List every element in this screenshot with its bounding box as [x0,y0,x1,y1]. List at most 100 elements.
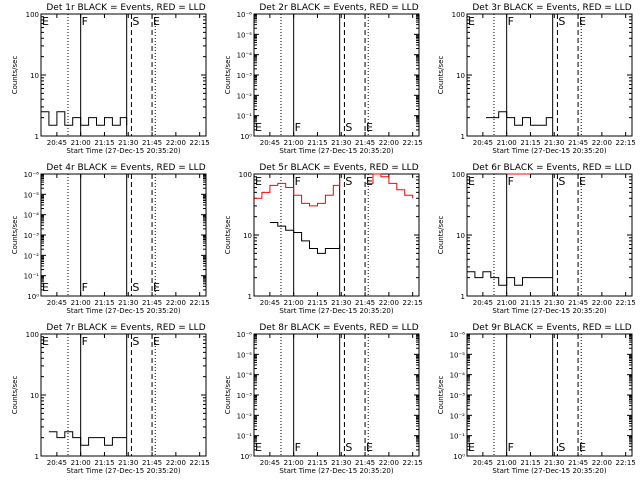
x-tick-label: 20:45 [473,139,493,147]
x-tick-label: 21:15 [94,299,114,307]
marker-label: F [508,175,514,188]
y-tick-label: 10 [243,232,252,240]
x-tick-label: 21:00 [497,299,517,307]
chart-svg: Det 4r BLACK = Events, RED = LLD 10⁰ 10⁻¹ 1… [11,163,210,315]
y-axis-label: Counts/sec [11,56,19,95]
y-tick-label: 10⁻⁶ [237,11,253,19]
chart-svg: Det 8r BLACK = Events, RED = LLD 10⁰ 10⁻¹ 1… [224,323,423,475]
y-axis-label: Counts/sec [224,216,232,255]
chart-panel-1: Det 1r BLACK = Events, RED = LLD 1 10 100 20… [0,0,213,160]
x-tick-label: 21:45 [355,459,375,467]
chart-svg: Det 5r BLACK = Events, RED = LLD 1 10 100 20… [224,163,423,315]
x-axis-label: Start Time (27-Dec-15 20:35:20) [66,467,180,475]
marker-label: E [153,335,160,348]
x-tick-label: 20:45 [473,299,493,307]
marker-label: S [132,281,139,294]
x-tick-label: 22:00 [166,139,186,147]
y-tick-label: 10⁻¹ [450,433,466,441]
x-tick-label: 21:30 [331,139,351,147]
x-tick-label: 21:30 [118,459,138,467]
y-tick-label: 10⁰ [240,133,252,141]
x-tick-label: 21:00 [497,139,517,147]
chart-title: Det 8r BLACK = Events, RED = LLD [259,323,418,333]
plot-frame [466,333,633,457]
chart-panel-2: Det 2r BLACK = Events, RED = LLD 10⁰ 10⁻¹ 1… [213,0,426,160]
y-tick-label: 10⁻⁵ [237,31,253,39]
x-tick-label: 21:00 [284,299,304,307]
y-axis-label: Counts/sec [437,376,445,415]
chart-panel-5: Det 5r BLACK = Events, RED = LLD 1 10 100 20… [213,160,426,320]
x-tick-label: 21:30 [331,459,351,467]
x-tick-label: 22:00 [379,459,399,467]
x-tick-label: 21:30 [118,139,138,147]
x-axis-label: Start Time (27-Dec-15 20:35:20) [66,307,180,315]
marker-label: E [153,15,160,28]
x-tick-label: 21:30 [544,459,564,467]
y-tick-label: 10 [30,392,39,400]
marker-label: E [42,15,49,28]
x-tick-label: 21:15 [520,299,540,307]
plot-frame [40,173,207,297]
y-tick-label: 1 [35,453,39,461]
y-tick-label: 10⁻³ [237,392,253,400]
marker-label: E [42,335,49,348]
plot-frame [253,333,420,457]
x-tick-label: 21:15 [94,139,114,147]
plot-frame [253,173,420,297]
marker-label: F [82,335,88,348]
x-tick-label: 22:00 [592,459,612,467]
x-tick-label: 22:00 [379,139,399,147]
x-tick-label: 21:45 [142,459,162,467]
y-tick-label: 1 [35,133,39,141]
y-tick-label: 10⁻⁴ [237,372,253,380]
chart-title: Det 2r BLACK = Events, RED = LLD [259,3,418,13]
x-tick-label: 21:00 [284,139,304,147]
x-axis-label: Start Time (27-Dec-15 20:35:20) [279,467,393,475]
y-tick-label: 10⁰ [27,293,39,301]
marker-label: S [558,441,565,454]
plot-frame [253,13,420,137]
y-tick-label: 10⁻⁶ [450,331,466,339]
chart-panel-9: Det 9r BLACK = Events, RED = LLD 10⁰ 10⁻¹ 1… [426,320,639,480]
x-tick-label: 22:00 [592,139,612,147]
x-tick-label: 21:45 [568,299,588,307]
series-line [41,111,128,126]
chart-svg: Det 9r BLACK = Events, RED = LLD 10⁰ 10⁻¹ 1… [437,323,636,475]
y-tick-label: 10⁻² [237,92,253,100]
chart-title: Det 3r BLACK = Events, RED = LLD [472,3,631,13]
marker-label: E [468,441,475,454]
x-axis-label: Start Time (27-Dec-15 20:35:20) [279,307,393,315]
marker-label: E [468,15,475,28]
marker-label: S [345,175,352,188]
y-tick-label: 100 [452,171,465,179]
x-axis-label: Start Time (27-Dec-15 20:35:20) [492,467,606,475]
marker-label: F [508,441,514,454]
y-tick-label: 10⁻² [450,412,466,420]
y-axis-label: Counts/sec [224,56,232,95]
chart-title: Det 9r BLACK = Events, RED = LLD [472,323,631,333]
y-tick-label: 10⁻¹ [24,273,40,281]
chart-svg: Det 3r BLACK = Events, RED = LLD 1 10 100 20… [437,3,636,155]
x-tick-label: 21:45 [568,139,588,147]
marker-label: S [558,15,565,28]
y-tick-label: 10⁻³ [237,72,253,80]
x-tick-label: 21:30 [544,139,564,147]
x-tick-label: 21:30 [118,299,138,307]
y-tick-label: 10⁻⁶ [24,171,40,179]
y-tick-label: 1 [461,133,465,141]
marker-label: E [366,121,373,134]
series-line [486,111,553,126]
x-tick-label: 21:30 [544,299,564,307]
chart-title: Det 1r BLACK = Events, RED = LLD [46,3,205,13]
marker-label: E [579,15,586,28]
marker-label: S [558,175,565,188]
marker-label: F [82,15,88,28]
y-tick-label: 10⁻¹ [237,113,253,121]
x-tick-label: 20:45 [473,459,493,467]
series-line [467,271,553,286]
x-tick-label: 21:30 [331,299,351,307]
x-tick-label: 20:45 [260,299,280,307]
y-axis-label: Counts/sec [11,216,19,255]
x-axis-label: Start Time (27-Dec-15 20:35:20) [492,147,606,155]
marker-label: E [366,175,373,188]
